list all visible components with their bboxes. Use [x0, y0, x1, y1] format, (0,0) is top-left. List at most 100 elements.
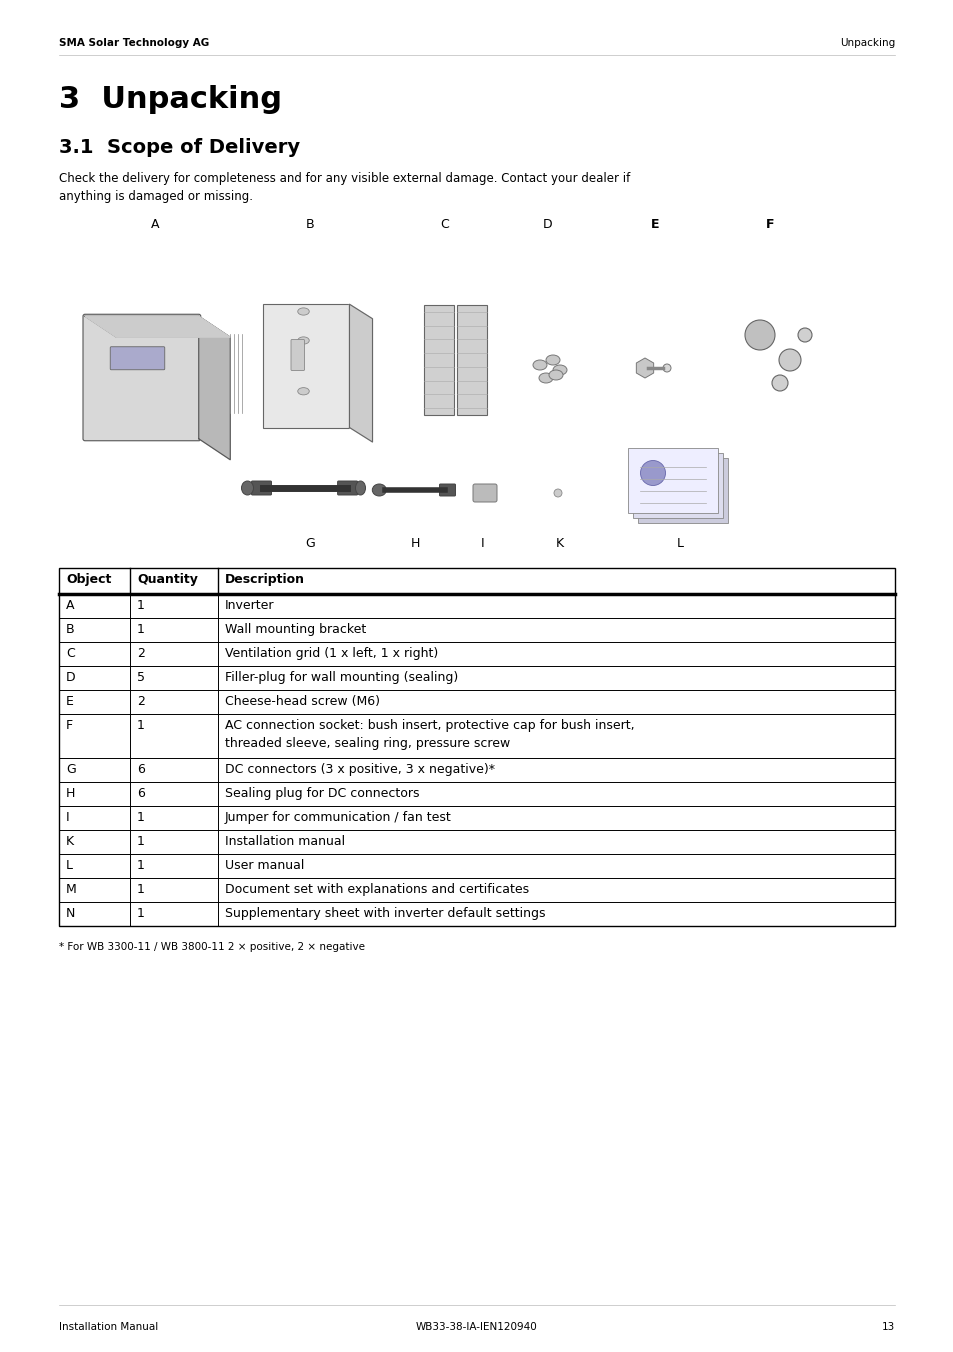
Text: N: N	[66, 907, 75, 919]
Ellipse shape	[545, 356, 559, 365]
Text: 1: 1	[137, 907, 145, 919]
Text: C: C	[66, 648, 74, 660]
Ellipse shape	[548, 370, 562, 380]
Text: AC connection socket: bush insert, protective cap for bush insert,: AC connection socket: bush insert, prote…	[225, 719, 634, 731]
Text: E: E	[66, 695, 73, 708]
Text: 1: 1	[137, 836, 145, 848]
Text: K: K	[556, 537, 563, 550]
Text: Quantity: Quantity	[137, 573, 197, 585]
Polygon shape	[636, 358, 653, 379]
Text: L: L	[66, 859, 73, 872]
Ellipse shape	[372, 484, 386, 496]
Text: B: B	[305, 218, 314, 231]
FancyBboxPatch shape	[627, 448, 718, 512]
Text: Installation Manual: Installation Manual	[59, 1322, 158, 1332]
Ellipse shape	[779, 349, 801, 370]
FancyBboxPatch shape	[638, 458, 727, 523]
Text: 13: 13	[881, 1322, 894, 1332]
Ellipse shape	[297, 388, 309, 395]
Text: WB33-38-IA-IEN120940: WB33-38-IA-IEN120940	[416, 1322, 537, 1332]
Text: Installation manual: Installation manual	[225, 836, 345, 848]
Text: 3  Unpacking: 3 Unpacking	[59, 85, 282, 114]
Text: 1: 1	[137, 883, 145, 896]
FancyBboxPatch shape	[439, 484, 455, 496]
Text: 2: 2	[137, 695, 145, 708]
Text: 1: 1	[137, 599, 145, 612]
FancyBboxPatch shape	[633, 453, 722, 518]
Text: H: H	[66, 787, 75, 800]
Text: I: I	[66, 811, 70, 823]
Text: Cheese-head screw (M6): Cheese-head screw (M6)	[225, 695, 379, 708]
Text: K: K	[66, 836, 74, 848]
Ellipse shape	[241, 481, 253, 495]
Ellipse shape	[538, 373, 553, 383]
Text: C: C	[440, 218, 449, 231]
Polygon shape	[198, 316, 230, 460]
Text: 1: 1	[137, 719, 145, 731]
Text: Sealing plug for DC connectors: Sealing plug for DC connectors	[225, 787, 419, 800]
FancyBboxPatch shape	[291, 339, 304, 370]
Text: M: M	[66, 883, 76, 896]
Text: Description: Description	[225, 573, 305, 585]
Ellipse shape	[662, 364, 670, 372]
FancyBboxPatch shape	[252, 481, 272, 495]
Text: F: F	[66, 719, 73, 731]
FancyBboxPatch shape	[263, 304, 349, 427]
Polygon shape	[85, 316, 230, 337]
Text: G: G	[305, 537, 314, 550]
Text: D: D	[66, 671, 75, 684]
Ellipse shape	[771, 375, 787, 391]
Ellipse shape	[639, 461, 665, 485]
Text: 5: 5	[137, 671, 145, 684]
Text: Check the delivery for completeness and for any visible external damage. Contact: Check the delivery for completeness and …	[59, 172, 630, 185]
Text: 6: 6	[137, 787, 145, 800]
FancyBboxPatch shape	[473, 484, 497, 502]
Text: SMA Solar Technology AG: SMA Solar Technology AG	[59, 38, 209, 49]
Text: Document set with explanations and certificates: Document set with explanations and certi…	[225, 883, 528, 896]
FancyBboxPatch shape	[457, 306, 487, 415]
Text: Object: Object	[66, 573, 112, 585]
Text: A: A	[66, 599, 74, 612]
Text: threaded sleeve, sealing ring, pressure screw: threaded sleeve, sealing ring, pressure …	[225, 737, 510, 750]
Text: L: L	[676, 537, 682, 550]
Text: Supplementary sheet with inverter default settings: Supplementary sheet with inverter defaul…	[225, 907, 545, 919]
Text: Unpacking: Unpacking	[839, 38, 894, 49]
Text: * For WB 3300-11 / WB 3800-11 2 × positive, 2 × negative: * For WB 3300-11 / WB 3800-11 2 × positi…	[59, 942, 365, 952]
Text: Ventilation grid (1 x left, 1 x right): Ventilation grid (1 x left, 1 x right)	[225, 648, 437, 660]
Text: 2: 2	[137, 648, 145, 660]
Ellipse shape	[297, 308, 309, 315]
Text: G: G	[66, 763, 75, 776]
FancyBboxPatch shape	[83, 314, 200, 441]
Text: Filler-plug for wall mounting (sealing): Filler-plug for wall mounting (sealing)	[225, 671, 457, 684]
Text: anything is damaged or missing.: anything is damaged or missing.	[59, 191, 253, 203]
Text: F: F	[765, 218, 774, 231]
Ellipse shape	[297, 337, 309, 345]
Text: 1: 1	[137, 811, 145, 823]
Text: H: H	[410, 537, 419, 550]
Text: D: D	[542, 218, 552, 231]
Ellipse shape	[553, 365, 566, 375]
FancyBboxPatch shape	[337, 481, 357, 495]
Text: User manual: User manual	[225, 859, 304, 872]
Ellipse shape	[797, 329, 811, 342]
Text: B: B	[66, 623, 74, 635]
Text: 1: 1	[137, 859, 145, 872]
Ellipse shape	[744, 320, 774, 350]
Text: Wall mounting bracket: Wall mounting bracket	[225, 623, 366, 635]
Text: 6: 6	[137, 763, 145, 776]
Text: A: A	[151, 218, 159, 231]
Text: 3.1  Scope of Delivery: 3.1 Scope of Delivery	[59, 138, 300, 157]
Ellipse shape	[554, 489, 561, 498]
Polygon shape	[349, 304, 372, 442]
FancyBboxPatch shape	[111, 346, 165, 369]
Text: Inverter: Inverter	[225, 599, 274, 612]
FancyBboxPatch shape	[423, 306, 454, 415]
Text: E: E	[650, 218, 659, 231]
Bar	[59, 568, 894, 926]
Text: Jumper for communication / fan test: Jumper for communication / fan test	[225, 811, 451, 823]
Text: I: I	[480, 537, 484, 550]
Ellipse shape	[355, 481, 365, 495]
Text: 1: 1	[137, 623, 145, 635]
Ellipse shape	[533, 360, 546, 370]
Text: DC connectors (3 x positive, 3 x negative)*: DC connectors (3 x positive, 3 x negativ…	[225, 763, 495, 776]
